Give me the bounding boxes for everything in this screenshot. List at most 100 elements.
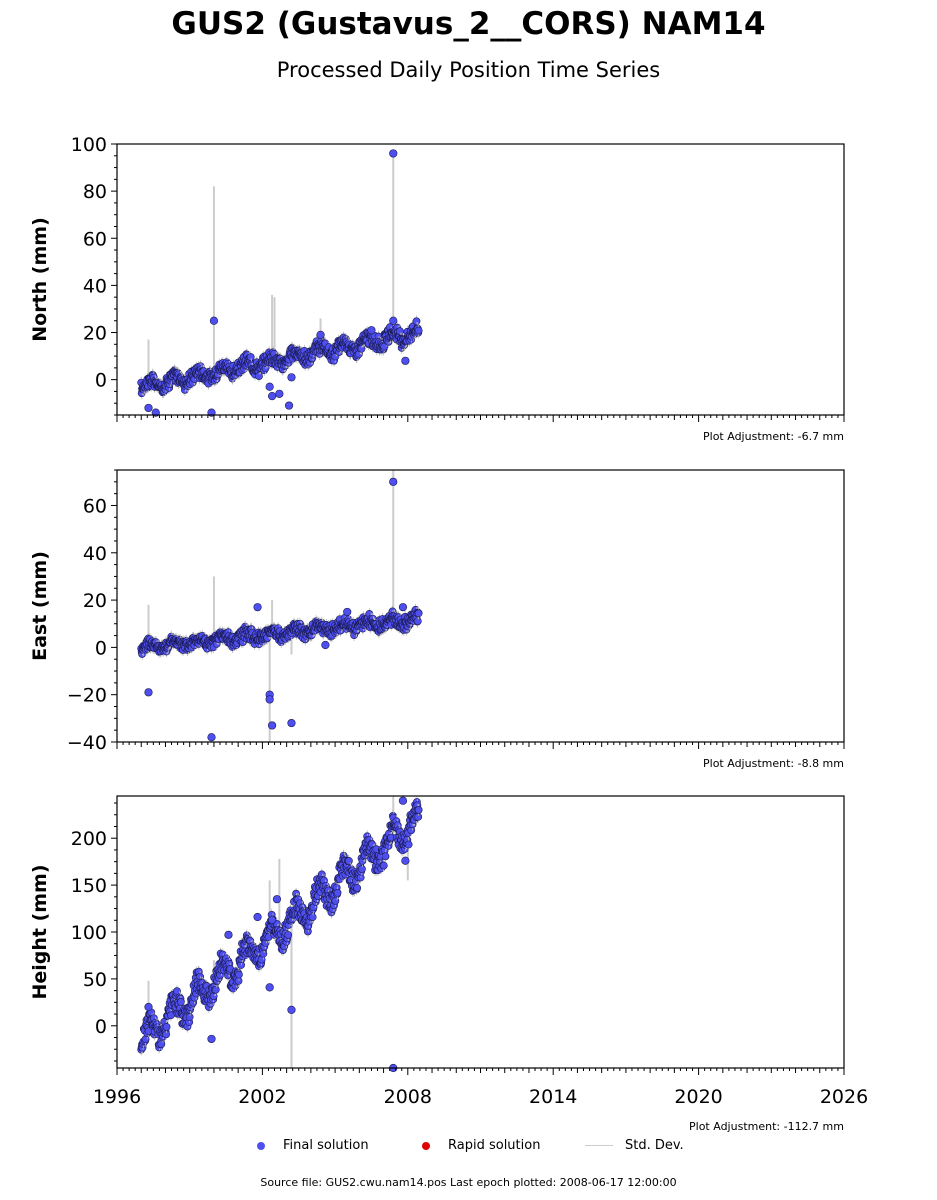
data-point — [404, 840, 413, 849]
y-tick-label: 100 — [71, 922, 107, 944]
y-tick-label: 100 — [71, 134, 107, 156]
outlier-point — [401, 856, 410, 865]
data-point — [414, 326, 423, 335]
y-tick-label: −20 — [67, 685, 107, 707]
outlier-point — [144, 403, 153, 413]
legend-std-marker — [585, 1145, 613, 1146]
plot-adjustment-note: Plot Adjustment: -6.7 mm — [703, 430, 844, 443]
y-tick-label: 50 — [83, 969, 107, 991]
outlier-point — [207, 1034, 216, 1044]
data-point — [414, 806, 423, 814]
outlier-point — [267, 392, 277, 401]
outlier-point — [224, 930, 233, 939]
outlier-point — [367, 326, 376, 335]
outlier-point — [144, 688, 153, 697]
data-point — [414, 812, 423, 821]
outlier-point — [343, 607, 352, 617]
x-tick-label: 2008 — [384, 1086, 432, 1108]
data-point — [333, 888, 342, 897]
outlier-point — [209, 316, 219, 325]
data-point — [235, 970, 243, 979]
data-point — [166, 1011, 175, 1020]
data-point — [358, 865, 366, 873]
outlier-point — [287, 718, 296, 728]
data-point — [259, 949, 268, 958]
data-point — [157, 1040, 166, 1049]
data-point — [412, 317, 421, 326]
data-point — [177, 998, 185, 1006]
y-tick-label: 60 — [83, 495, 107, 517]
plot-adjustment-note: Plot Adjustment: -8.8 mm — [703, 757, 844, 770]
outlier-point — [267, 915, 277, 924]
source-footnote: Source file: GUS2.cwu.nam14.pos Last epo… — [260, 1176, 677, 1189]
outlier-point — [207, 733, 216, 742]
data-point — [185, 1013, 194, 1021]
legend: Final solution Rapid solution Std. Dev. — [0, 1138, 937, 1158]
legend-rapid-label: Rapid solution — [448, 1138, 541, 1153]
outlier-point — [267, 721, 277, 730]
legend-std-label: Std. Dev. — [625, 1138, 684, 1153]
y-tick-label: 0 — [95, 370, 107, 392]
legend-final-marker — [257, 1141, 265, 1150]
chart-title: GUS2 (Gustavus_2__CORS) NAM14 — [171, 6, 766, 42]
data-point — [211, 985, 220, 994]
outlier-point — [287, 373, 296, 382]
outlier-point — [265, 695, 274, 704]
outlier-point — [284, 401, 294, 410]
outlier-point — [389, 477, 398, 486]
plot-frame — [116, 469, 845, 743]
x-tick-label: 2026 — [820, 1086, 868, 1108]
y-tick-label: 40 — [83, 275, 107, 297]
data-point — [395, 327, 404, 336]
legend-rapid-marker — [422, 1141, 430, 1150]
outlier-point — [272, 895, 282, 904]
data-point — [379, 861, 388, 870]
y-tick-label: 40 — [83, 543, 107, 565]
outlier-point — [144, 1002, 153, 1012]
legend-final-label: Final solution — [283, 1138, 369, 1153]
outlier-point — [253, 603, 262, 612]
y-tick-label: 200 — [71, 828, 107, 850]
y-tick-label: 0 — [95, 1016, 107, 1038]
outlier-point — [389, 316, 398, 325]
y-axis-label: East (mm) — [29, 551, 51, 661]
y-tick-label: 60 — [83, 228, 107, 250]
x-tick-label: 1996 — [93, 1086, 141, 1108]
data-point — [308, 913, 317, 922]
outlier-point — [398, 796, 408, 805]
outlier-point — [401, 356, 410, 365]
outlier-point — [398, 603, 408, 612]
data-point — [344, 856, 353, 865]
y-axis-label: Height (mm) — [29, 864, 51, 999]
outlier-point — [321, 640, 330, 650]
data-point — [255, 372, 263, 380]
data-point — [413, 617, 422, 626]
data-point — [414, 609, 423, 618]
x-tick-label: 2020 — [674, 1086, 722, 1108]
outlier-point — [316, 330, 325, 339]
data-point — [162, 1030, 170, 1039]
data-point — [246, 353, 255, 361]
data-point — [162, 1022, 171, 1031]
y-tick-label: 0 — [95, 637, 107, 659]
outlier-point — [287, 1005, 296, 1014]
y-tick-label: 20 — [83, 323, 107, 345]
y-tick-label: 80 — [83, 181, 107, 203]
outlier-point — [253, 912, 262, 922]
outlier-point — [389, 149, 398, 158]
y-tick-label: −40 — [67, 732, 107, 754]
plot-adjustment-note: Plot Adjustment: -112.7 mm — [689, 1120, 844, 1133]
outlier-point — [265, 983, 274, 992]
y-tick-label: 20 — [83, 590, 107, 612]
x-tick-label: 2002 — [238, 1086, 286, 1108]
outlier-point — [275, 389, 284, 398]
legend-item-rapid: Rapid solution — [422, 1138, 540, 1153]
y-tick-label: 150 — [71, 875, 107, 897]
legend-item-std: Std. Dev. — [585, 1138, 684, 1153]
legend-item-final: Final solution — [257, 1138, 369, 1153]
data-point — [353, 884, 362, 892]
outlier-point — [265, 382, 274, 391]
data-point — [284, 931, 293, 939]
data-point — [381, 852, 390, 861]
